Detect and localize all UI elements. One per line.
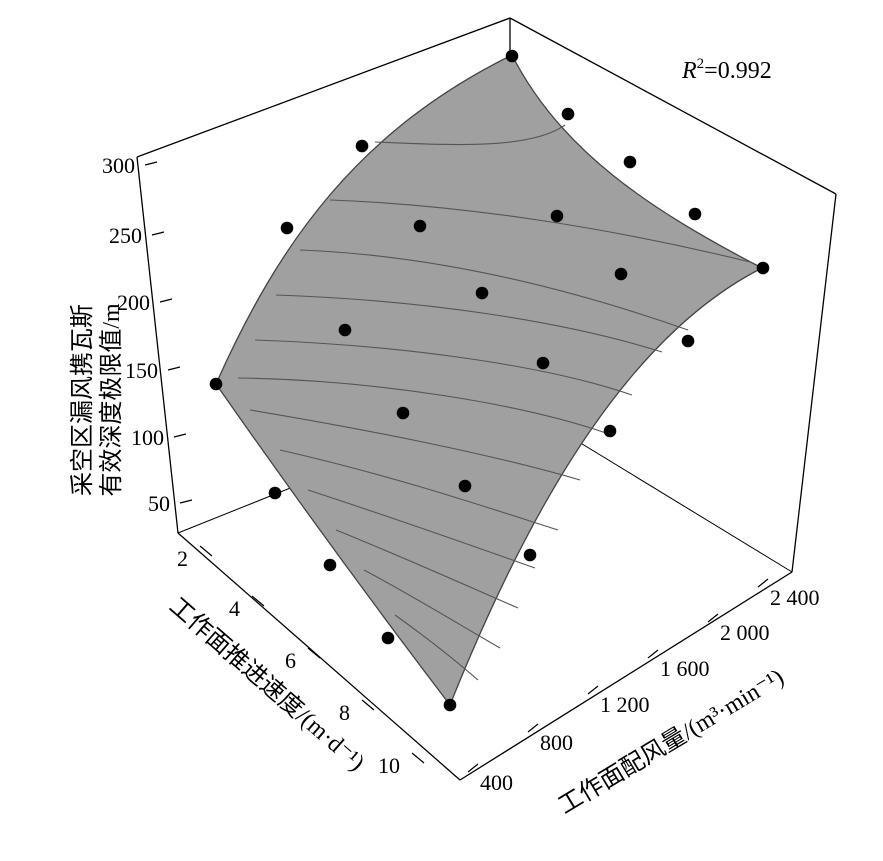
data-point-18 xyxy=(523,548,537,562)
z-tick-mark-2 xyxy=(159,298,173,303)
z-tick-label-5: 50 xyxy=(148,491,170,516)
x-tick-mark-0 xyxy=(199,545,213,557)
x-tick-mark-2 xyxy=(307,647,321,659)
z-tick-label-3: 150 xyxy=(125,358,158,383)
x-tick-label-3: 8 xyxy=(339,700,350,725)
data-point-7 xyxy=(550,209,564,223)
y-tick-mark-0 xyxy=(467,763,479,773)
y-tick-mark-1 xyxy=(527,723,539,733)
x-tick-mark-4 xyxy=(411,752,425,764)
data-points xyxy=(209,49,770,712)
data-point-12 xyxy=(536,356,550,370)
z-tick-mark-3 xyxy=(167,366,181,371)
data-point-1 xyxy=(561,107,575,121)
data-point-5 xyxy=(355,139,369,153)
y-tick-mark-2 xyxy=(587,685,599,695)
z-axis-title-line1: 采空区漏风携瓦斯 xyxy=(69,304,96,496)
data-point-9 xyxy=(681,334,695,348)
z-tick-mark-1 xyxy=(151,231,165,236)
data-point-15 xyxy=(338,323,352,337)
z-tick-label-1: 250 xyxy=(109,223,142,248)
z-tick-label-0: 300 xyxy=(102,153,135,178)
y-tick-label-0: 400 xyxy=(480,770,513,795)
y-axis-title: 工作面配风量/(m³·min⁻¹) xyxy=(554,664,789,820)
x-axis-title: 工作面推进速度/(m·d⁻¹) xyxy=(164,592,370,776)
fitted-surface xyxy=(215,54,764,707)
x-tick-label-2: 6 xyxy=(285,648,296,673)
data-point-4 xyxy=(756,261,770,275)
z-tick-mark-5 xyxy=(179,499,193,504)
x-tick-mark-3 xyxy=(361,699,375,711)
y-tick-mark-5 xyxy=(757,578,769,588)
y-tick-mark-4 xyxy=(707,613,719,623)
y-tick-label-4: 2 000 xyxy=(720,620,770,645)
x-tick-mark-1 xyxy=(251,595,265,607)
data-point-16 xyxy=(396,406,410,420)
y-tick-label-2: 1 200 xyxy=(600,692,650,717)
z-axis-title: 采空区漏风携瓦斯 有效深度极限值/m xyxy=(69,303,125,497)
data-point-2 xyxy=(623,155,637,169)
data-point-21 xyxy=(381,631,395,645)
data-point-14 xyxy=(209,377,223,391)
data-point-10 xyxy=(280,221,294,235)
r-squared-annotation: R2=0.992 xyxy=(681,56,772,84)
z-axis-ticks: 300 250 200 150 100 50 xyxy=(102,153,193,516)
x-tick-label-0: 2 xyxy=(177,546,188,571)
data-point-20 xyxy=(323,558,337,572)
data-point-3 xyxy=(688,207,702,221)
z-tick-mark-4 xyxy=(173,433,187,438)
data-point-13 xyxy=(603,424,617,438)
y-tick-label-3: 1 600 xyxy=(660,656,710,681)
data-point-0 xyxy=(505,49,519,63)
surface-contours xyxy=(237,124,751,681)
z-tick-mark-0 xyxy=(144,161,158,166)
data-point-22 xyxy=(443,698,457,712)
x-tick-label-1: 4 xyxy=(229,596,240,621)
y-tick-label-5: 2 400 xyxy=(770,585,820,610)
data-point-6 xyxy=(413,219,427,233)
data-point-11 xyxy=(475,286,489,300)
x-axis-ticks: 2 4 6 8 10 xyxy=(177,545,425,778)
x-tick-label-4: 10 xyxy=(378,753,400,778)
data-point-19 xyxy=(268,486,282,500)
y-tick-mark-3 xyxy=(647,649,659,659)
data-point-17 xyxy=(458,479,472,493)
z-tick-label-2: 200 xyxy=(117,290,150,315)
z-axis-title-line2: 有效深度极限值/m xyxy=(98,303,125,497)
z-tick-label-4: 100 xyxy=(131,425,164,450)
data-point-8 xyxy=(614,267,628,281)
y-tick-label-1: 800 xyxy=(540,730,573,755)
